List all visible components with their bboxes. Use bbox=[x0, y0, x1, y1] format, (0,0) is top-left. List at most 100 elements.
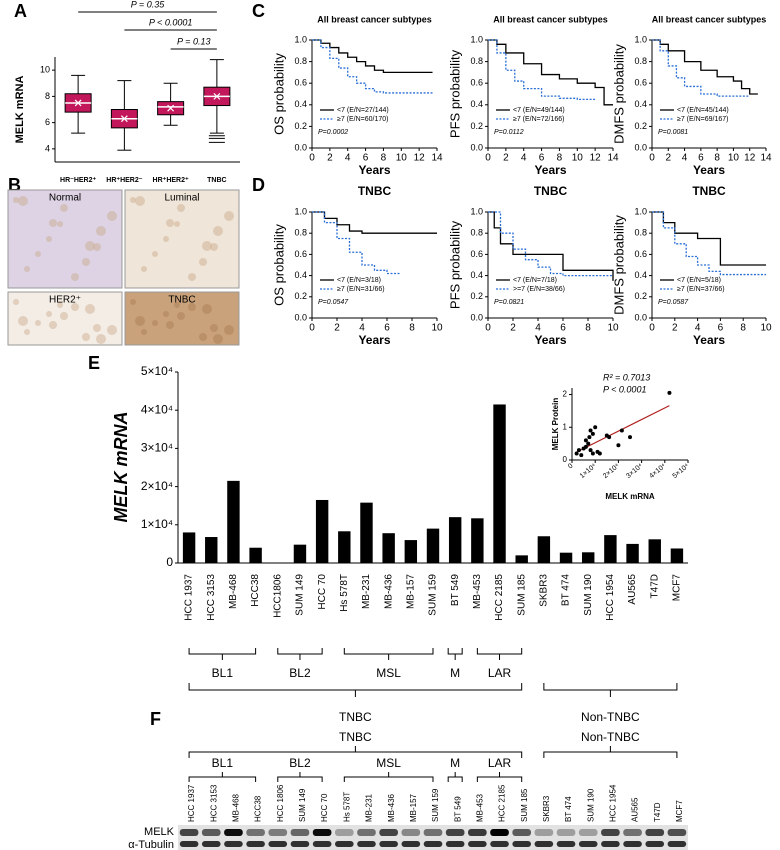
y-tick-label: 0.0 bbox=[470, 312, 483, 322]
panel-label: C bbox=[252, 1, 265, 21]
subtype-bracket bbox=[188, 648, 257, 660]
ihc-texture bbox=[202, 304, 212, 314]
y-axis-label: MELK mRNA bbox=[111, 412, 131, 523]
y-tick-label: 0.4 bbox=[294, 270, 307, 280]
y-tick-label: 0.4 bbox=[634, 99, 647, 109]
subtype-label: M bbox=[450, 756, 460, 770]
ihc-texture bbox=[152, 251, 158, 257]
y-tick-label: 0.6 bbox=[470, 78, 483, 88]
legend-label: ≥7 (E/N=60/170) bbox=[337, 116, 389, 123]
x-tick-label: 0 bbox=[485, 153, 491, 164]
x-tick-label: 10 bbox=[431, 323, 443, 334]
legend-label: >=7 (E/N=38/66) bbox=[513, 286, 565, 293]
ihc-texture bbox=[85, 241, 95, 251]
subtype-label: M bbox=[450, 666, 460, 680]
x-tick-label: MB-453 bbox=[472, 574, 483, 609]
subtype-bracket bbox=[343, 772, 434, 782]
tubulin-band bbox=[623, 841, 642, 847]
y-tick-label: 1 bbox=[563, 422, 568, 431]
y-tick-label: 0.2 bbox=[470, 291, 483, 301]
melk-band bbox=[290, 829, 310, 836]
bar bbox=[448, 517, 462, 563]
x-axis-label: Years bbox=[693, 333, 725, 347]
lane-label: MB-453 bbox=[475, 793, 484, 822]
lane-label: SUM 185 bbox=[520, 788, 529, 822]
subtype-label: BL1 bbox=[212, 756, 234, 770]
x-axis-label: Years bbox=[534, 163, 566, 177]
x-tick-label: 4 bbox=[535, 323, 541, 334]
x-tick-label: 6 bbox=[560, 323, 566, 334]
image-label: HER2⁺ bbox=[49, 295, 81, 306]
y-tick-label: 3×10⁴ bbox=[141, 441, 173, 455]
tubulin-band bbox=[357, 841, 376, 847]
ihc-texture bbox=[46, 236, 52, 242]
x-tick-label: 0 bbox=[485, 323, 491, 334]
x-tick-label: 2 bbox=[510, 323, 516, 334]
bar bbox=[559, 552, 573, 563]
x-tick-label: 8 bbox=[381, 153, 387, 164]
subtype-label: LAR bbox=[488, 756, 512, 770]
melk-band bbox=[645, 829, 665, 836]
ihc-texture bbox=[60, 204, 68, 212]
x-tick-label: 5×10⁴ bbox=[672, 463, 691, 480]
y-tick-label: 0.4 bbox=[634, 270, 647, 280]
fit-line bbox=[576, 405, 670, 453]
survival-curve bbox=[312, 211, 400, 275]
ihc-texture bbox=[13, 299, 19, 305]
p-value: P=0.0821 bbox=[494, 299, 524, 306]
x-tick-label: 10 bbox=[396, 153, 408, 164]
point bbox=[588, 448, 593, 453]
subtype-bracket bbox=[277, 772, 323, 782]
chart-title: TNBC bbox=[692, 184, 726, 198]
subtype-label: BL2 bbox=[289, 756, 311, 770]
lane-label: T47D bbox=[653, 802, 662, 822]
panel-label: E bbox=[88, 353, 100, 373]
y-tick-label: 0.6 bbox=[294, 78, 307, 88]
x-tick-label: 3×10⁴ bbox=[625, 463, 644, 480]
ihc-texture bbox=[57, 221, 63, 227]
mean-marker bbox=[74, 99, 82, 107]
y-tick-label: 0.6 bbox=[294, 249, 307, 259]
x-tick-label: SUM 185 bbox=[516, 574, 527, 616]
x-tick-label: HCC 1954 bbox=[605, 574, 616, 621]
tubulin-band bbox=[312, 841, 332, 847]
x-tick-label: HCC 2185 bbox=[494, 574, 505, 621]
lane-label: SUM 159 bbox=[431, 788, 440, 822]
point bbox=[579, 453, 584, 458]
x-tick-label: 2 bbox=[672, 323, 678, 334]
x-tick-label: MCF7 bbox=[672, 574, 683, 602]
ihc-texture bbox=[35, 251, 41, 257]
x-tick-label: AU565 bbox=[627, 574, 638, 605]
ihc-texture bbox=[96, 334, 106, 344]
subtype-bracket bbox=[447, 772, 463, 782]
x-tick-label: 12 bbox=[414, 153, 426, 164]
y-axis-label: MELK Protein bbox=[551, 398, 560, 451]
melk-band bbox=[423, 829, 443, 836]
ihc-texture bbox=[60, 312, 68, 320]
y-tick-label: 2 bbox=[563, 390, 568, 399]
x-tick-label: 0 bbox=[309, 323, 315, 334]
ihc-texture bbox=[85, 304, 95, 314]
x-tick-label: MB-468 bbox=[228, 574, 239, 609]
bar bbox=[205, 537, 218, 563]
ihc-texture bbox=[188, 273, 196, 281]
bar bbox=[382, 533, 395, 563]
tubulin-band bbox=[334, 841, 354, 847]
lane-label: MB-157 bbox=[409, 793, 418, 822]
x-tick-label: 2 bbox=[327, 153, 333, 164]
p-value: P=0.0587 bbox=[658, 299, 689, 306]
lane-label: MB-436 bbox=[387, 793, 396, 822]
ihc-texture bbox=[213, 334, 223, 344]
x-tick-label: 2 bbox=[334, 323, 340, 334]
lane-label: BT 474 bbox=[564, 796, 573, 822]
ihc-texture bbox=[210, 243, 218, 251]
subtype-label: BL1 bbox=[212, 666, 234, 680]
panel-label: F bbox=[150, 709, 161, 729]
lane-label: MB-231 bbox=[365, 793, 374, 822]
subtype-bracket bbox=[447, 648, 463, 660]
bar bbox=[515, 555, 528, 563]
y-tick-label: 0.8 bbox=[470, 56, 483, 66]
x-tick-label: SUM 149 bbox=[295, 574, 306, 616]
bar bbox=[604, 535, 617, 563]
y-tick-label: 0.4 bbox=[294, 99, 307, 109]
